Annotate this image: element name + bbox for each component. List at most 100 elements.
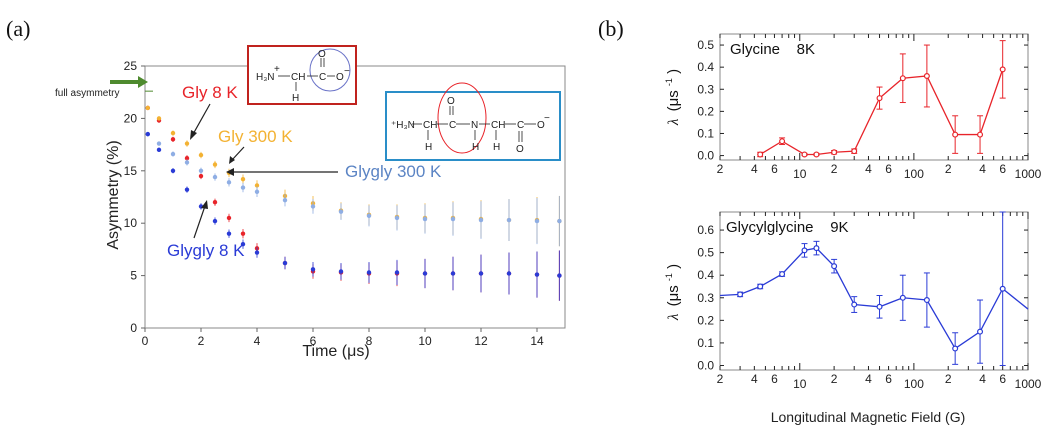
data-point-a — [282, 260, 288, 266]
x-tick-label-b2: 2 — [945, 372, 952, 386]
data-point-a — [282, 197, 288, 203]
series-a-3 — [145, 131, 562, 301]
gly-o-minus: O — [336, 72, 344, 83]
data-point-b2 — [779, 271, 786, 278]
y-axis-title-b2: λ (μs -1 ) — [659, 264, 682, 321]
data-point-a — [212, 162, 218, 167]
plot-area-b2 — [719, 211, 1029, 371]
data-point-b2 — [876, 303, 883, 310]
data-point-b1 — [851, 148, 858, 155]
glygly-c1: C — [449, 120, 456, 131]
glygly-ch1: CH — [423, 120, 437, 131]
x-tick-label-b1: 10 — [793, 167, 807, 181]
glygly-c2: C — [517, 120, 524, 131]
data-point-a — [450, 271, 456, 276]
glygly-h1: H — [425, 142, 432, 153]
data-point-a — [198, 152, 204, 158]
x-axis-title-a: Time (μs) — [302, 343, 369, 360]
y-tick-label-a: 25 — [124, 59, 138, 73]
label-glygly-300k: Glygly 300 K — [345, 162, 442, 181]
data-point-a — [534, 272, 540, 277]
gly-h: H — [292, 93, 299, 104]
glygly-o-minus: O — [537, 120, 545, 131]
y-ticks-b1: 0.0 0.1 0.2 0.3 0.4 0.5 — [697, 38, 1028, 163]
data-point-a — [226, 180, 232, 185]
data-point-b2 — [801, 247, 808, 254]
gly-nh3: H₃N — [256, 72, 275, 83]
x-axis-title-b: Longitudinal Magnetic Field (G) — [771, 409, 966, 425]
data-point-a — [534, 218, 540, 224]
data-point-a — [366, 213, 372, 219]
data-point-b1 — [831, 149, 838, 156]
data-point-a — [254, 250, 260, 255]
data-point-a — [156, 116, 162, 121]
data-point-a — [212, 218, 218, 224]
x-tick-label-a: 14 — [530, 334, 544, 348]
data-point-a — [156, 147, 162, 153]
data-point-a — [254, 189, 260, 194]
data-point-b2 — [899, 294, 906, 301]
data-point-a — [170, 151, 176, 157]
data-point-a — [310, 267, 316, 272]
data-point-b2 — [952, 345, 959, 352]
x-tick-label-b2: 6 — [771, 372, 778, 386]
data-point-a — [212, 200, 218, 205]
asymmetry-chart: 0 5 10 15 20 25 0 2 4 6 8 10 12 14 Time (μs) Asymmet… — [55, 45, 566, 360]
y-tick-label-b2: 0.4 — [697, 268, 714, 282]
data-point-b2 — [923, 297, 930, 304]
data-point-b2 — [757, 283, 764, 290]
data-point-a — [184, 160, 190, 165]
y-tick-label-b1: 0.4 — [697, 60, 714, 74]
glycine-structure: H₃N + CH C O − O H — [247, 45, 357, 105]
y-tick-label-b1: 0.5 — [697, 38, 714, 52]
glygly-nh3: ⁺H₃N — [391, 120, 415, 131]
x-tick-label-a: 2 — [198, 334, 205, 348]
y-axis-title-a: Asymmetry (%) — [105, 140, 122, 249]
data-point-b2 — [813, 245, 820, 252]
x-tick-label-b1: 2 — [831, 162, 838, 176]
data-point-b1 — [999, 66, 1006, 73]
data-point-a — [184, 141, 190, 146]
y-tick-label-b2: 0.1 — [697, 336, 714, 350]
y-tick-label-a: 20 — [124, 111, 138, 125]
x-tick-label-a: 0 — [142, 334, 149, 348]
data-point-a — [478, 217, 484, 223]
panel-label-a: (a) — [6, 16, 30, 41]
x-tick-label-a: 6 — [310, 334, 317, 348]
label-glycylglycine-9k: Glycylglycine 9K — [726, 219, 849, 236]
data-point-a — [170, 168, 176, 173]
data-point-a — [226, 215, 232, 221]
data-point-a — [226, 231, 232, 236]
data-point-b1 — [757, 151, 764, 158]
data-point-a — [240, 231, 246, 236]
data-point-b1 — [813, 151, 820, 158]
x-tick-label-b2: 10 — [793, 377, 807, 391]
data-point-a — [240, 176, 246, 182]
data-point-a — [450, 216, 456, 222]
gly-plus: + — [274, 64, 280, 75]
x-ticks-b2: 2 4 6 10 2 4 6 100 2 4 6 1000 — [717, 212, 1041, 391]
x-tick-label-b2: 6 — [999, 372, 1006, 386]
x-tick-label-b2: 4 — [751, 372, 758, 386]
data-point-a — [170, 137, 176, 142]
y-tick-label-a: 15 — [124, 164, 138, 178]
x-tick-label-b2: 1000 — [1015, 377, 1041, 391]
data-point-a — [394, 215, 400, 221]
data-point-a — [184, 187, 190, 192]
x-ticks-b1: 2 4 6 10 2 4 6 100 2 4 6 1000 — [717, 34, 1041, 181]
x-tick-label-b2: 4 — [865, 372, 872, 386]
glygly-h3: H — [493, 142, 500, 153]
glygly-ch2: CH — [491, 120, 505, 131]
data-point-a — [338, 269, 344, 274]
x-tick-label-b1: 6 — [885, 162, 892, 176]
plot-area-b1 — [719, 33, 1029, 161]
data-point-a — [506, 217, 512, 223]
y-tick-label-a: 0 — [130, 321, 137, 335]
data-point-a — [145, 105, 150, 111]
gly-c: C — [319, 72, 326, 83]
glygly-o2: O — [516, 144, 524, 155]
data-point-b2 — [831, 263, 838, 270]
gly-o-double: O — [318, 49, 326, 60]
data-point-a — [338, 209, 344, 214]
data-point-b2 — [999, 285, 1006, 292]
